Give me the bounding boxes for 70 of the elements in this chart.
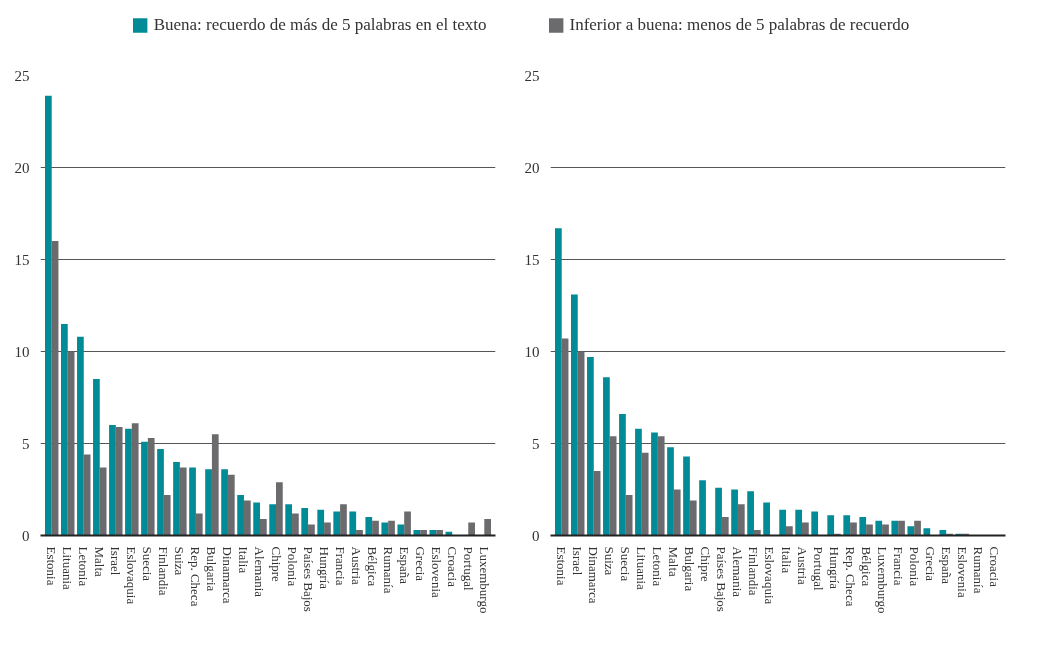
x-tick-label: Francia bbox=[332, 546, 348, 586]
x-tick-label: Luxemburgo bbox=[874, 546, 890, 614]
x-tick-label: Bulgaria bbox=[682, 546, 698, 592]
x-tick-label: Alemania bbox=[730, 546, 746, 598]
x-tick-label: España bbox=[938, 546, 954, 585]
x-tick-label: Austria bbox=[348, 546, 364, 585]
x-tick-label: Finlandia bbox=[746, 546, 762, 596]
x-tick-label: Hungría bbox=[316, 546, 332, 590]
x-tick-label: Bélgica bbox=[858, 546, 874, 587]
x-tick-label: Países Bajos bbox=[714, 546, 730, 612]
x-tick-label: Rumanía bbox=[970, 546, 986, 594]
x-tick-label: Austria bbox=[794, 546, 810, 585]
x-tick-label: Bulgaria bbox=[204, 546, 220, 592]
x-tick-label: Eslovaquia bbox=[124, 546, 140, 605]
x-tick-label: Luxemburgo bbox=[476, 546, 492, 614]
x-tick-label: Malta bbox=[92, 546, 108, 578]
x-tick-label: Lituania bbox=[634, 546, 650, 591]
y-tick-label: 20 bbox=[14, 159, 30, 176]
x-tick-label: Israel bbox=[570, 546, 586, 576]
x-tick-label: Malta bbox=[666, 546, 682, 578]
x-tick-label: Países Bajos bbox=[300, 546, 316, 612]
x-tick-label: Dinamarca bbox=[220, 546, 236, 604]
x-tick-label: Lituania bbox=[60, 546, 76, 591]
legend-label: Buena: recuerdo de más de 5 palabras en el texto bbox=[153, 15, 487, 35]
x-tick-label: Estonia bbox=[554, 546, 570, 586]
x-tick-label: Suecia bbox=[618, 546, 634, 582]
x-tick-label: Eslovenia bbox=[954, 546, 970, 598]
x-tick-label: Letonia bbox=[650, 546, 666, 587]
legend-label: Inferior a buena: menos de 5 palabras de recuerdo bbox=[569, 15, 910, 35]
x-tick-label: Suiza bbox=[602, 546, 618, 576]
y-tick-label: 0 bbox=[532, 527, 540, 544]
x-tick-label: España bbox=[396, 546, 412, 585]
y-tick-label: 10 bbox=[14, 343, 30, 360]
x-tick-label: Croacia bbox=[444, 546, 460, 588]
x-tick-label: Rumanía bbox=[380, 546, 396, 594]
y-tick-label: 10 bbox=[524, 343, 540, 360]
x-tick-label: Italia bbox=[236, 546, 252, 574]
y-tick-label: 20 bbox=[524, 159, 540, 176]
x-tick-label: Chipre bbox=[698, 546, 714, 583]
x-tick-label: Polonia bbox=[284, 546, 300, 587]
x-tick-label: Grecia bbox=[412, 546, 428, 582]
x-tick-label: Eslovaquia bbox=[762, 546, 778, 605]
x-tick-label: Eslovenia bbox=[428, 546, 444, 598]
y-tick-label: 25 bbox=[524, 67, 540, 84]
x-tick-label: Polonia bbox=[906, 546, 922, 587]
y-tick-label: 15 bbox=[524, 251, 540, 268]
x-tick-label: Finlandia bbox=[156, 546, 172, 596]
x-tick-label: Letonia bbox=[76, 546, 92, 587]
y-tick-label: 0 bbox=[22, 527, 30, 544]
x-tick-label: Italia bbox=[778, 546, 794, 574]
x-tick-label: Rep. Checa bbox=[188, 546, 204, 607]
x-tick-label: Dinamarca bbox=[586, 546, 602, 604]
x-tick-label: Bélgica bbox=[364, 546, 380, 587]
x-tick-label: Suecia bbox=[140, 546, 156, 582]
x-tick-label: Francia bbox=[890, 546, 906, 586]
y-tick-label: 15 bbox=[14, 251, 30, 268]
x-tick-label: Portugal bbox=[460, 546, 476, 591]
x-tick-label: Alemania bbox=[252, 546, 268, 598]
x-tick-label: Israel bbox=[108, 546, 124, 576]
x-tick-label: Croacia bbox=[986, 546, 1002, 588]
y-tick-label: 5 bbox=[532, 435, 540, 452]
y-tick-label: 25 bbox=[14, 67, 30, 84]
x-tick-label: Hungría bbox=[826, 546, 842, 590]
x-tick-label: Suiza bbox=[172, 546, 188, 576]
x-tick-label: Chipre bbox=[268, 546, 284, 583]
x-tick-label: Estonia bbox=[44, 546, 60, 586]
x-tick-label: Portugal bbox=[810, 546, 826, 591]
y-tick-label: 5 bbox=[22, 435, 30, 452]
x-tick-label: Rep. Checa bbox=[842, 546, 858, 607]
x-tick-label: Grecia bbox=[922, 546, 938, 582]
